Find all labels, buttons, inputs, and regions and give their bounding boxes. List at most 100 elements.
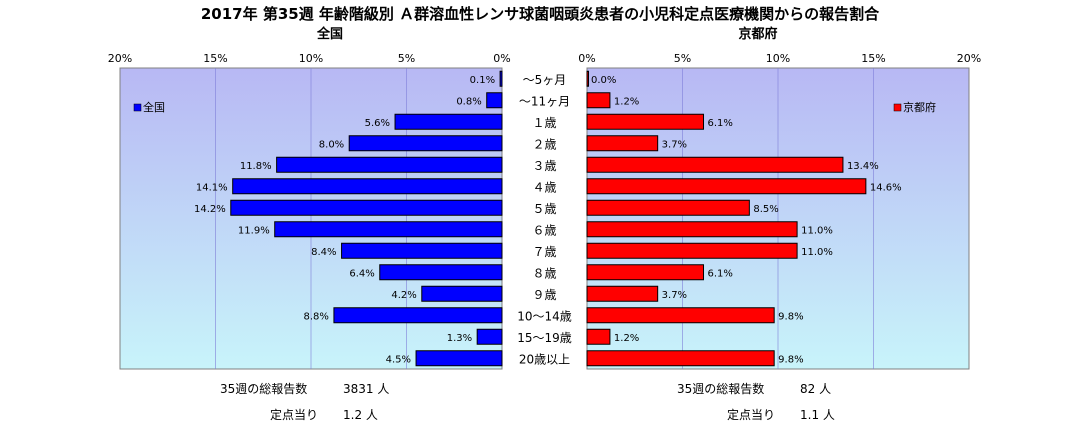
bar bbox=[586, 350, 775, 367]
kyoto-total-value: 82 人 bbox=[800, 382, 831, 396]
data-label: 8.0% bbox=[319, 139, 344, 150]
national-per-value: 1.2 人 bbox=[343, 408, 378, 422]
bar bbox=[421, 285, 503, 302]
tick-label: 0% bbox=[493, 52, 510, 65]
legend-swatch-national bbox=[133, 103, 142, 112]
kyoto-total-label: 35週の総報告数 bbox=[677, 381, 764, 396]
national-total-label: 35週の総報告数 bbox=[220, 381, 307, 396]
kyoto-per-value: 1.1 人 bbox=[800, 408, 835, 422]
tick-label: 20% bbox=[957, 52, 981, 65]
data-label: 3.7% bbox=[662, 139, 687, 150]
legend-label-national: 全国 bbox=[143, 100, 165, 114]
bar bbox=[341, 242, 503, 259]
category-label: ５歳 bbox=[532, 202, 556, 216]
tick-label: 10% bbox=[766, 52, 790, 65]
category-label: ９歳 bbox=[532, 288, 556, 302]
tick-label: 10% bbox=[299, 52, 323, 65]
category-label: ３歳 bbox=[532, 159, 556, 173]
data-label: 11.0% bbox=[801, 225, 833, 236]
data-label: 0.8% bbox=[456, 96, 481, 107]
bar bbox=[232, 178, 503, 195]
data-label: 1.2% bbox=[614, 333, 639, 344]
category-label: 20歳以上 bbox=[519, 352, 570, 366]
category-label: ８歳 bbox=[532, 266, 556, 280]
category-label: ４歳 bbox=[532, 180, 556, 194]
bar bbox=[586, 285, 659, 302]
category-label: ～5ヶ月 bbox=[523, 73, 567, 87]
bar bbox=[586, 92, 611, 109]
data-label: 8.4% bbox=[311, 247, 336, 258]
bar bbox=[586, 70, 589, 87]
data-label: 6.1% bbox=[708, 268, 733, 279]
kyoto-per-label: 定点当り bbox=[727, 407, 775, 422]
bar bbox=[499, 70, 503, 87]
bar bbox=[586, 135, 659, 152]
data-label: 6.4% bbox=[349, 268, 374, 279]
data-label: 14.2% bbox=[194, 204, 226, 215]
category-label: １歳 bbox=[532, 116, 556, 130]
bar bbox=[348, 135, 503, 152]
category-label: ～11ヶ月 bbox=[519, 94, 570, 108]
legend-label-kyoto: 京都府 bbox=[903, 100, 936, 114]
bar bbox=[586, 156, 844, 173]
bar bbox=[586, 221, 798, 238]
tick-label: 0% bbox=[578, 52, 595, 65]
data-label: 14.1% bbox=[196, 182, 228, 193]
data-label: 1.3% bbox=[447, 333, 472, 344]
bar bbox=[476, 328, 503, 345]
data-label: 6.1% bbox=[708, 118, 733, 129]
bar bbox=[230, 199, 503, 216]
data-label: 4.5% bbox=[386, 354, 411, 365]
national-per-label: 定点当り bbox=[270, 407, 318, 422]
bar bbox=[415, 350, 503, 367]
data-label: 0.1% bbox=[470, 75, 495, 86]
tick-label: 20% bbox=[108, 52, 132, 65]
data-label: 14.6% bbox=[870, 182, 902, 193]
category-labels: ～5ヶ月 ～11ヶ月 １歳 ２歳 ３歳 ４歳 ５歳 ６歳 ７歳 ８歳 ９歳 10～14歳 15～19歳 2… bbox=[517, 73, 572, 367]
data-label: 13.4% bbox=[847, 161, 879, 172]
bars bbox=[230, 70, 867, 367]
data-label: 5.6% bbox=[365, 118, 390, 129]
data-label: 11.9% bbox=[238, 225, 270, 236]
legend-swatch-kyoto bbox=[893, 103, 902, 112]
category-label: 15～19歳 bbox=[517, 331, 572, 345]
panel-subtitle-kyoto: 京都府 bbox=[738, 26, 777, 42]
panel-subtitle-national: 全国 bbox=[316, 26, 343, 42]
bar bbox=[586, 307, 775, 324]
category-label: 10～14歳 bbox=[517, 309, 572, 323]
data-label: 11.0% bbox=[801, 247, 833, 258]
bar bbox=[586, 264, 705, 281]
data-label: 11.8% bbox=[240, 161, 272, 172]
axis-ticks: 20% 15% 10% 5% 0% 0% 5% 10% 15% 20% bbox=[108, 52, 981, 65]
data-label: 0.0% bbox=[591, 75, 616, 86]
national-total-value: 3831 人 bbox=[343, 382, 389, 396]
bar bbox=[586, 113, 705, 130]
footer: 35週の総報告数 3831 人 定点当り 1.2 人 35週の総報告数 82 人… bbox=[220, 381, 835, 422]
category-label: ６歳 bbox=[532, 223, 556, 237]
bar bbox=[586, 199, 750, 216]
bar bbox=[586, 328, 611, 345]
data-label: 1.2% bbox=[614, 96, 639, 107]
bar bbox=[486, 92, 503, 109]
bar bbox=[586, 178, 867, 195]
data-labels: 0.1% 0.8% 5.6% 8.0% 11.8% 14.1% 14.2% 11.9% 8.4%… bbox=[194, 75, 902, 366]
tick-label: 15% bbox=[203, 52, 227, 65]
bar bbox=[394, 113, 503, 130]
data-label: 4.2% bbox=[391, 290, 416, 301]
tick-label: 5% bbox=[398, 52, 415, 65]
data-label: 8.8% bbox=[304, 311, 329, 322]
tick-label: 5% bbox=[674, 52, 691, 65]
legend-national: 全国 bbox=[133, 100, 165, 114]
data-label: 9.8% bbox=[778, 311, 803, 322]
data-label: 3.7% bbox=[662, 290, 687, 301]
tick-label: 15% bbox=[861, 52, 885, 65]
bar bbox=[274, 221, 503, 238]
chart-title: 2017年 第35週 年齢階級別 Ａ群溶血性レンサ球菌咽頭炎患者の小児科定点医療… bbox=[201, 5, 880, 23]
bar bbox=[586, 242, 798, 259]
category-label: ７歳 bbox=[532, 245, 556, 259]
category-label: ２歳 bbox=[532, 137, 556, 151]
bar bbox=[276, 156, 503, 173]
bar bbox=[379, 264, 503, 281]
